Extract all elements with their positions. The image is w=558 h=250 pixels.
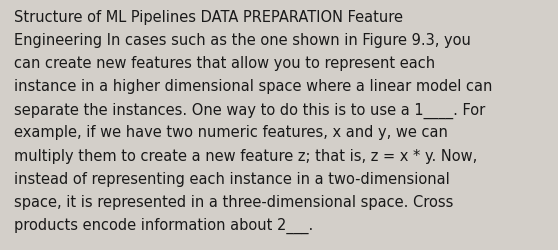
Text: multiply them to create a new feature z; that is, z = x * y. Now,: multiply them to create a new feature z;…: [14, 148, 477, 163]
Text: separate the instances. One way to do this is to use a 1____. For: separate the instances. One way to do th…: [14, 102, 485, 118]
Text: space, it is represented in a three-dimensional space. Cross: space, it is represented in a three-dime…: [14, 194, 453, 209]
Text: can create new features that allow you to represent each: can create new features that allow you t…: [14, 56, 435, 71]
Text: example, if we have two numeric features, x and y, we can: example, if we have two numeric features…: [14, 125, 448, 140]
Text: Engineering In cases such as the one shown in Figure 9.3, you: Engineering In cases such as the one sho…: [14, 33, 471, 48]
Text: Structure of ML Pipelines DATA PREPARATION Feature: Structure of ML Pipelines DATA PREPARATI…: [14, 10, 403, 25]
Text: products encode information about 2___.: products encode information about 2___.: [14, 217, 313, 233]
Text: instance in a higher dimensional space where a linear model can: instance in a higher dimensional space w…: [14, 79, 492, 94]
Text: instead of representing each instance in a two-dimensional: instead of representing each instance in…: [14, 171, 450, 186]
